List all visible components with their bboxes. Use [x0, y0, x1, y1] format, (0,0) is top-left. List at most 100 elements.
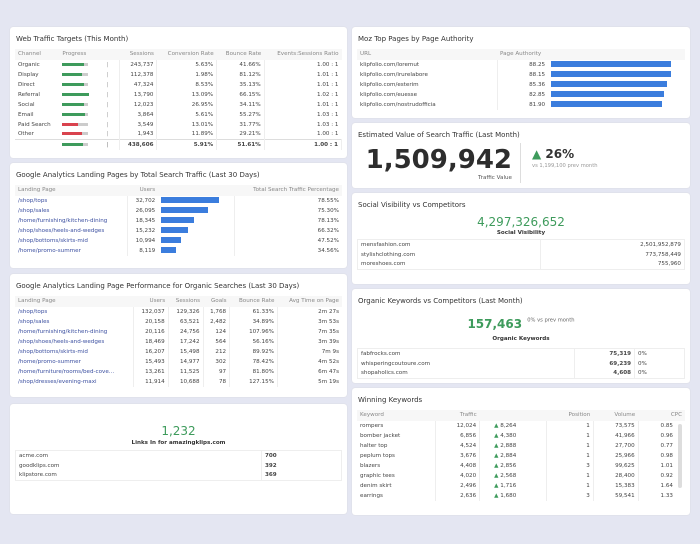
up-arrow-icon: ▲ — [494, 492, 499, 499]
table-cell: 773,758,449 — [645, 251, 681, 258]
progress-bar — [62, 62, 89, 66]
progress-cell: | — [59, 99, 121, 110]
table-cell: 11,914 — [133, 376, 169, 387]
organic-table: fabfrocks.com 75,319 0% whisperingcoutoure.… — [357, 348, 685, 379]
landing-page-link[interactable]: /shop/bottoms/skirts-mid — [15, 235, 129, 246]
table-row: Social | 12,023 26.95% 34.11% 1.01 : 1 — [15, 99, 342, 110]
up-arrow-icon: ▲ — [494, 462, 499, 469]
table-row: Organic | 243,737 5.63% 41.66% 1.00 : 1 — [15, 59, 342, 70]
table-cell: klipfolio.com/irurelabore — [357, 69, 498, 80]
bar-cell — [548, 80, 684, 90]
social-value: 4,297,326,652 — [477, 215, 565, 229]
table-cell: rompers — [357, 420, 436, 431]
bar-cell — [548, 70, 684, 80]
social-label: Social Visibility — [496, 230, 546, 236]
table-row: stylishclothing.com 773,758,449 — [357, 249, 685, 260]
progress-cell: | — [59, 79, 121, 90]
landing-page-link[interactable]: /home/furnishing/kitchen-dining — [15, 326, 134, 337]
landing-page-link[interactable]: /home/furniture/rooms/bed-cove... — [15, 366, 134, 377]
table-cell: 243,737 — [119, 59, 158, 70]
column-header: Channel — [15, 49, 60, 60]
table-cell — [15, 139, 60, 150]
landing-perf-table: Landing Page Users Sessions Goals Bounce Rat… — [15, 296, 342, 387]
table-cell: 32,702 — [135, 197, 156, 204]
table-cell: klipfolio.com/euesse — [357, 89, 498, 100]
table-cell: 12,024 — [435, 420, 481, 431]
landing-page-link[interactable]: /shop/tops — [15, 195, 129, 206]
landing-traffic-panel: Google Analytics Landing Pages by Total … — [10, 163, 347, 268]
table-row: moreshoes.com 755,960 — [357, 259, 685, 270]
traffic-value: 1,509,942 — [365, 145, 512, 175]
landing-page-link[interactable]: /home/furnishing/kitchen-dining — [15, 215, 129, 226]
landing-page-link[interactable]: /shop/sales — [15, 316, 134, 327]
up-arrow-icon: ▲ — [494, 452, 499, 459]
table-cell: shopaholics.com — [357, 368, 575, 379]
table-cell: 28,400 — [593, 470, 639, 481]
table-cell: 85.36 — [529, 81, 546, 88]
table-cell: 3 — [546, 460, 594, 471]
table-cell: 69,239 — [574, 358, 635, 369]
progress-cell: | — [59, 139, 121, 150]
traffic-change: 2,888 — [500, 442, 517, 449]
table-cell: 27,700 — [593, 440, 639, 451]
landing-page-link[interactable]: /shop/bottoms/skirts-mid — [15, 346, 134, 357]
table-cell: 0.92 — [660, 472, 673, 479]
landing-page-link[interactable]: /shop/tops — [15, 306, 134, 317]
table-cell: 88.25 — [529, 61, 546, 68]
table-cell: stylishclothing.com — [357, 249, 542, 260]
table-cell: 3m 39s — [318, 338, 339, 345]
table-cell: 5m 19s — [318, 378, 339, 385]
table-cell: 4,524 — [435, 440, 481, 451]
table-row: /home/furnishing/kitchen-dining 18,345 78.… — [15, 215, 342, 226]
table-cell: 1 — [546, 480, 594, 491]
table-cell: 18,469 — [133, 336, 169, 347]
landing-page-link[interactable]: /shop/shoes/heels-and-wedges — [15, 225, 129, 236]
table-cell: 6,856 — [435, 430, 481, 441]
table-cell: 0.96 — [660, 432, 673, 439]
authority-bar — [551, 71, 671, 78]
table-cell: 1.03 : 1 — [317, 111, 339, 118]
table-cell: 4m 52s — [318, 358, 339, 365]
table-cell: 1.01 : 1 — [317, 81, 339, 88]
table-row: bomber jacket 6,856 ▲ 4,380 1 41,966 0.96 — [357, 430, 685, 441]
links-value: 1,232 — [161, 424, 196, 438]
panel-title: Web Traffic Targets (This Month) — [16, 35, 129, 43]
table-cell: 2m 27s — [318, 308, 339, 315]
table-cell: 61.33% — [229, 306, 278, 317]
progress-cell: | — [59, 59, 121, 70]
landing-page-link[interactable]: /shop/sales — [15, 205, 129, 216]
table-cell: 0% — [638, 360, 647, 367]
table-cell: 124 — [203, 326, 231, 337]
scrollbar[interactable] — [678, 424, 682, 488]
organic-value: 157,463 — [467, 317, 523, 331]
bar-cell — [158, 225, 235, 236]
landing-page-link[interactable]: /home/promo-summer — [15, 245, 129, 256]
table-cell: 26.95% — [156, 99, 218, 110]
progress-bar — [62, 72, 89, 76]
table-cell: halter top — [357, 440, 436, 451]
table-cell: acme.com — [15, 450, 262, 461]
landing-page-link[interactable]: /home/promo-summer — [15, 356, 134, 367]
winning-panel: Winning Keywords Keyword Traffic Position V… — [352, 388, 690, 515]
table-cell: 14,977 — [168, 356, 204, 367]
progress-cell: | — [59, 69, 121, 80]
table-row: /shop/sales 20,158 63,521 2,482 34.89% 3m 53s — [15, 316, 342, 327]
bar-cell — [158, 215, 235, 226]
table-cell: 2,636 — [435, 490, 481, 501]
table-cell: 34.56% — [317, 247, 339, 254]
landing-page-link[interactable]: /shop/dresses/evening-maxi — [15, 376, 134, 387]
column-header: Traffic — [435, 410, 480, 421]
table-cell: 13,261 — [133, 366, 169, 377]
table-row: Paid Search | 3,549 13.01% 31.77% 1.03 : 1 — [15, 119, 342, 130]
table-row: shopaholics.com 4,608 0% — [357, 368, 685, 379]
table-row: Display | 112,378 1.98% 81.12% 1.01 : 1 — [15, 69, 342, 80]
table-cell: Other — [18, 131, 34, 138]
table-cell: 3,676 — [435, 450, 481, 461]
progress-bar — [62, 142, 89, 146]
table-row: klipfolio.com/loremut 88.25 — [357, 59, 685, 70]
progress-bar — [62, 132, 89, 136]
table-cell: 3 — [546, 490, 594, 501]
landing-page-link[interactable]: /shop/shoes/heels-and-wedges — [15, 336, 134, 347]
table-cell: 11.89% — [156, 129, 218, 140]
bar-cell — [548, 90, 684, 100]
